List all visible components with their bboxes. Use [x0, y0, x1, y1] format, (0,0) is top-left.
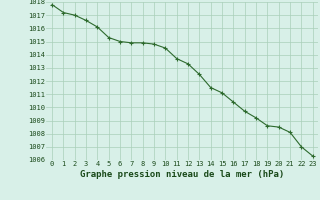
- X-axis label: Graphe pression niveau de la mer (hPa): Graphe pression niveau de la mer (hPa): [80, 170, 284, 179]
